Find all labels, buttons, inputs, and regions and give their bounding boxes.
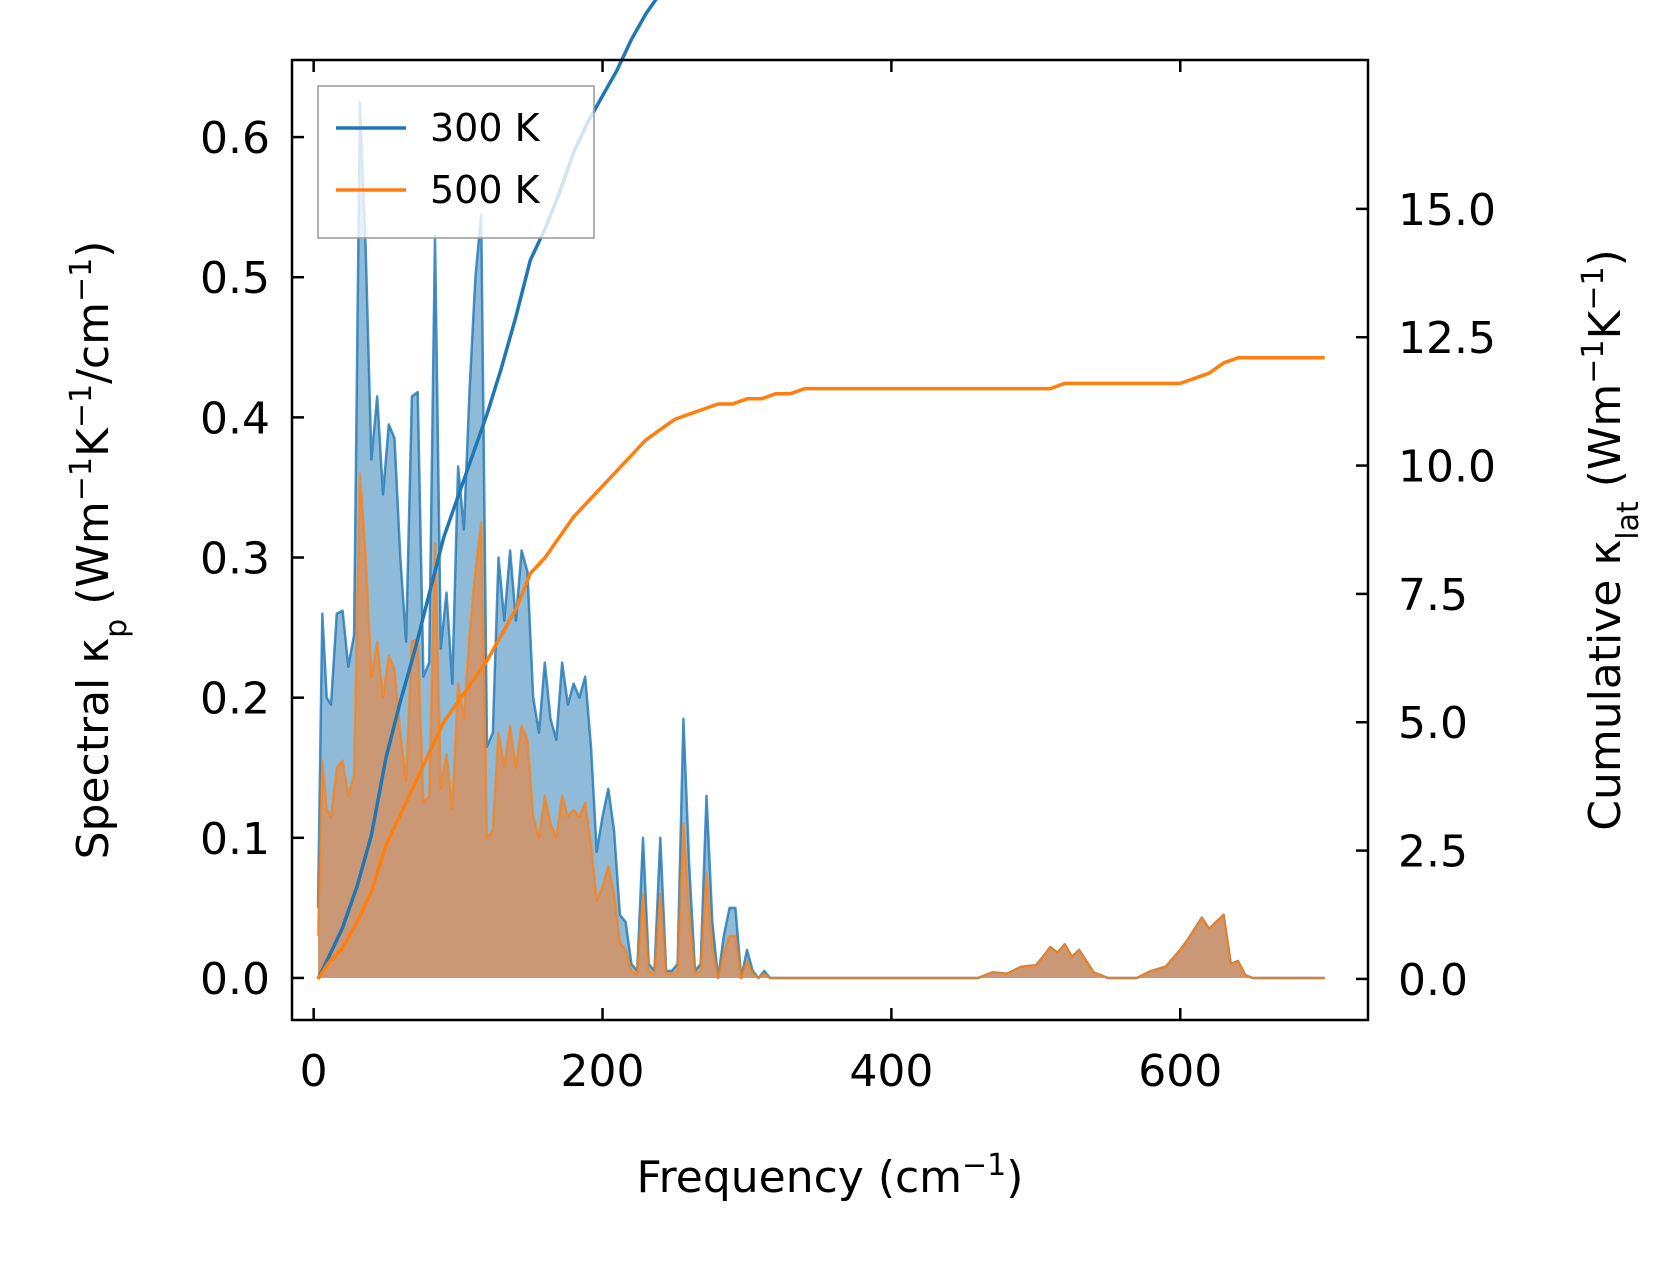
y-left-axis-title-part: (Wm [68,501,119,619]
cumulative-300k-line [316,0,658,980]
y-left-tick-label: 0.2 [200,674,270,725]
y-left-axis-title-part: −1 [64,384,99,428]
y-right-tick-label: 0.0 [1398,955,1468,1006]
y-right-tick-label: 15.0 [1398,185,1496,236]
spectral-500k-line [316,472,1325,980]
x-tick-label: 600 [1138,1046,1222,1097]
x-tick-label: 200 [561,1046,645,1097]
legend-label-500k: 500 K [430,168,541,212]
y-left-axis-title-part: /cm [68,302,119,384]
y-left-tick-label: 0.1 [200,814,270,865]
y-right-tick-label: 5.0 [1398,698,1468,749]
y-left-axis-title-part: −1 [64,457,99,501]
y-left-tick-label: 0.4 [200,393,270,444]
x-axis-title-part: Frequency (cm [637,1152,963,1203]
y-right-tick-label: 7.5 [1398,570,1468,621]
y-right-tick-label: 12.5 [1398,313,1496,364]
y-right-axis-title-part: Cumulative κ [1580,540,1631,831]
y-left-axis-title-part: −1 [64,258,99,302]
y-right-axis-title: Cumulative κlat (Wm−1K−1) [1576,249,1646,831]
y-left-axis-title-part: K [68,427,119,457]
y-left-axis-title-part: ) [68,241,119,258]
spectral-500k-area [318,473,1325,978]
y-left-axis-title-part: Spectral κ [68,638,119,860]
x-axis-title-part: −1 [962,1148,1006,1183]
y-right-axis-title-part: ) [1580,249,1631,266]
legend-label-300k: 300 K [430,106,541,150]
x-axis-title-part: ) [1006,1152,1023,1203]
y-left-tick-label: 0.5 [200,253,270,304]
cumulative-500k-line [316,356,1325,980]
plot-frame [290,58,1370,1022]
y-right-axis-title-part: lat [1611,501,1646,540]
y-left-tick-label: 0.6 [200,113,270,164]
y-left-axis-title-part: p [99,619,134,638]
y-left-axis-title: Spectral κp (Wm−1K−1/cm−1) [64,241,134,860]
y-right-axis-title-part: −1 [1576,266,1611,310]
x-tick-label: 400 [849,1046,933,1097]
legend: 300 K 500 K [317,85,595,239]
legend-box [317,85,595,239]
plot-area [316,0,1325,980]
y-left-axis-title-group: Spectral κp (Wm−1K−1/cm−1) [64,241,134,860]
y-right-axis-title-part: −1 [1576,339,1611,383]
y-right-axis-title-group: Cumulative κlat (Wm−1K−1) [1576,249,1646,831]
axes: 0 200 400 600 0.0 0.1 0.2 0.3 0.4 0.5 0.6 0.0 2.5 5.0… [64,58,1646,1204]
y-left-tick-label: 0.0 [200,954,270,1005]
x-axis-title: Frequency (cm−1) [637,1148,1024,1204]
x-tick-label: 0 [300,1046,328,1097]
spectral-300k-area [318,102,1325,978]
y-right-axis-title-part: (Wm [1580,384,1631,502]
y-left-tick-label: 0.3 [200,534,270,585]
y-right-axis-title-part: K [1580,309,1631,339]
y-right-tick-label: 2.5 [1398,827,1468,878]
y-right-tick-label: 10.0 [1398,442,1496,493]
